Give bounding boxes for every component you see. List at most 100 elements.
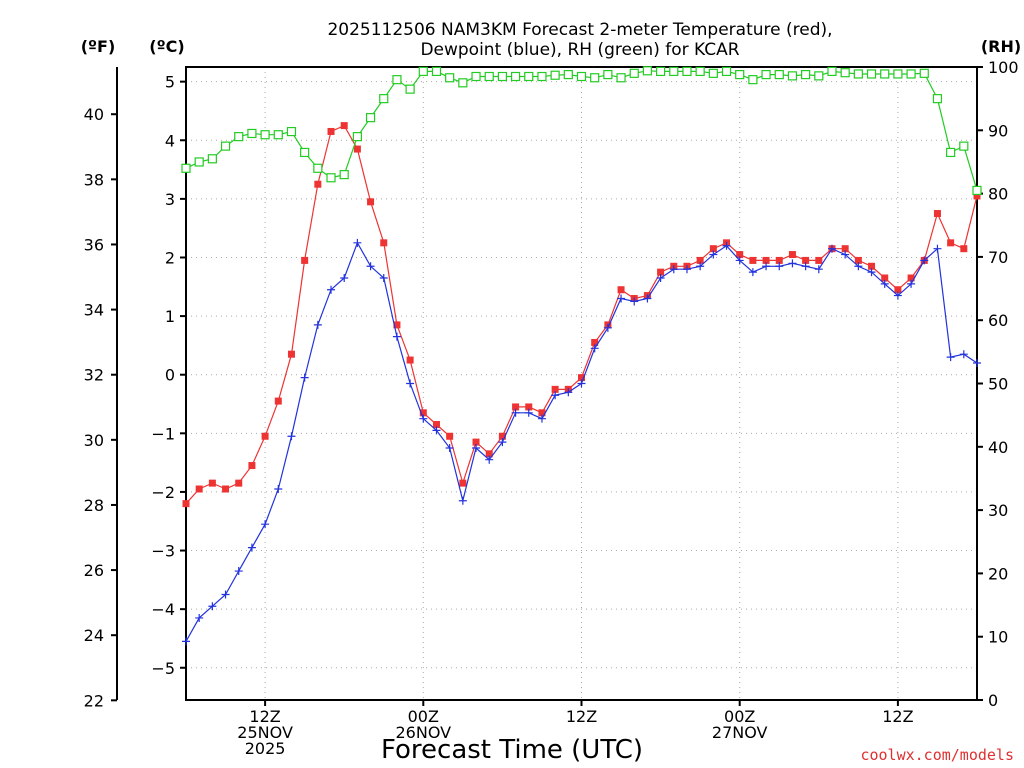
data-point (814, 71, 824, 81)
data-point (657, 268, 665, 276)
data-point (840, 68, 850, 78)
data-point (551, 385, 559, 393)
data-point (972, 185, 982, 196)
data-point (563, 69, 573, 80)
data-point (392, 332, 401, 341)
x-tick-label: 12Z (882, 707, 913, 726)
data-point (774, 69, 784, 80)
data-point (814, 265, 823, 274)
data-point (510, 71, 521, 82)
data-point (511, 408, 520, 417)
data-point (497, 71, 507, 82)
data-point (182, 637, 190, 646)
data-point (801, 262, 810, 271)
data-point (326, 173, 336, 183)
data-point (748, 75, 758, 85)
data-point (181, 163, 191, 173)
data-point (537, 71, 547, 82)
chart-title: 2025112506 NAM3KM Forecast 2-meter Tempe… (327, 20, 832, 60)
data-point (432, 421, 440, 429)
celsius-tick-label: −2 (151, 483, 175, 502)
data-point (353, 145, 361, 153)
data-point (221, 590, 230, 599)
data-point (761, 69, 771, 80)
rh-tick-label: 20 (988, 564, 1008, 583)
rh-tick-label: 0 (988, 691, 998, 710)
data-point (906, 69, 916, 79)
data-point (550, 70, 560, 80)
data-point (881, 274, 889, 282)
celsius-tick-label: −3 (151, 542, 175, 561)
data-point (498, 438, 507, 447)
fahrenheit-tick-label: 40 (84, 105, 104, 124)
data-point (854, 256, 862, 264)
chart-title-line1: 2025112506 NAM3KM Forecast 2-meter Tempe… (327, 20, 832, 40)
data-point (524, 71, 534, 82)
data-point (721, 66, 732, 77)
celsius-tick-label: 2 (165, 248, 175, 267)
data-point (208, 602, 217, 611)
data-point (406, 379, 415, 388)
celsius-tick-label: −5 (151, 659, 175, 678)
data-point (866, 69, 877, 79)
data-point (195, 485, 203, 493)
data-point (907, 274, 915, 282)
x-axis-label: Forecast Time (UTC) (381, 735, 643, 765)
data-point (617, 294, 626, 303)
data-point (787, 71, 798, 81)
rh-tick-label: 10 (988, 628, 1008, 647)
data-point (960, 245, 968, 253)
data-point (261, 432, 269, 440)
data-point (287, 432, 296, 441)
rh-tick-label: 60 (988, 311, 1008, 330)
axes (111, 66, 983, 706)
data-point (893, 69, 903, 79)
rh-tick-label: 50 (988, 375, 1008, 394)
data-point (669, 66, 679, 77)
data-point (762, 256, 770, 264)
data-point (194, 157, 204, 167)
fahrenheit-tick-label: 30 (84, 431, 104, 450)
data-point (314, 180, 322, 188)
fahrenheit-tick-label: 34 (84, 301, 104, 320)
data-point (538, 409, 546, 417)
data-point (222, 485, 230, 493)
celsius-tick-label: 5 (165, 73, 175, 92)
data-point (273, 130, 283, 140)
data-point (815, 256, 823, 264)
data-point (484, 71, 494, 82)
data-point (709, 245, 717, 253)
data-point (524, 408, 533, 417)
credit-link[interactable]: coolwx.com/models (860, 746, 1014, 764)
data-point (340, 122, 348, 130)
data-point (827, 244, 836, 253)
data-point (603, 69, 613, 80)
data-point (655, 66, 666, 77)
data-point (393, 321, 401, 329)
data-point (946, 353, 955, 362)
data-point (405, 84, 415, 94)
series-2-meter-temperature (182, 122, 981, 508)
data-point (392, 75, 402, 85)
data-point (802, 256, 810, 264)
data-point (472, 443, 481, 452)
fahrenheit-tick-label: 22 (84, 691, 104, 710)
data-point (195, 613, 204, 622)
data-point (868, 262, 876, 270)
data-point (339, 170, 349, 180)
data-point (656, 274, 665, 282)
data-point (247, 128, 257, 139)
data-point (709, 250, 718, 259)
data-point (669, 265, 678, 274)
data-point (485, 450, 493, 458)
rh-tick-label: 30 (988, 501, 1008, 520)
data-point (642, 66, 653, 76)
data-point (577, 379, 586, 388)
data-point (880, 279, 889, 288)
data-point (801, 69, 811, 80)
x-tick-label: 27NOV (712, 723, 768, 742)
data-point (472, 438, 480, 446)
data-point (735, 256, 744, 265)
data-point (367, 198, 375, 206)
data-point (286, 126, 297, 137)
